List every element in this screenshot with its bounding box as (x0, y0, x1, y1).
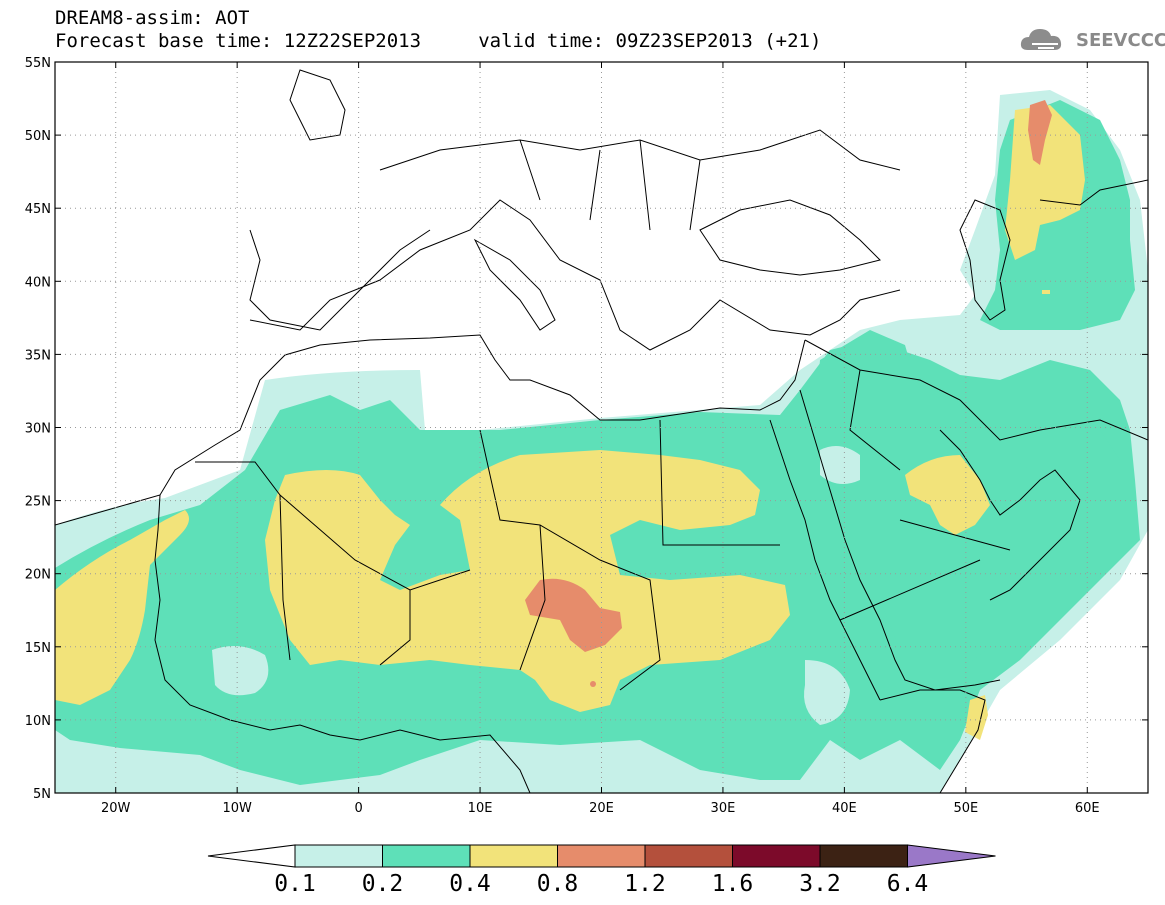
border-lines-africa (195, 419, 1011, 691)
colorbar-high-arrow (907, 844, 996, 868)
lat-label: 5N (33, 787, 51, 802)
axis-ticks (55, 61, 1148, 794)
coastline-atlantic-africa (154, 494, 531, 793)
graticule (55, 62, 1148, 793)
lon-label: 0 (354, 801, 362, 816)
lon-label: 10E (468, 801, 493, 816)
colorbar-swatch (294, 844, 383, 868)
colorbar-swatch (382, 844, 471, 868)
aot-band-0-1-patches (212, 446, 860, 725)
lon-label: 40E (832, 801, 857, 816)
colorbar-labels: 0.1 0.2 0.4 0.8 1.2 1.6 3.2 6.4 (274, 871, 928, 897)
lat-label: 45N (25, 202, 51, 217)
colorbar-label: 0.8 (537, 871, 579, 897)
colorbar (207, 844, 996, 868)
colorbar-low-arrow (207, 844, 296, 868)
coastline-italy (473, 238, 556, 331)
seevccc-logo: SEEVCCC (1018, 24, 1165, 56)
colorbar-swatch (819, 844, 908, 868)
forecast-time-line: Forecast base time: 12Z22SEP2013 valid t… (55, 30, 822, 52)
colorbar-label: 0.2 (362, 871, 404, 897)
coastline-horn-africa (879, 689, 986, 793)
colorbar-swatch (644, 844, 733, 868)
lat-label: 25N (25, 495, 51, 510)
colorbar-swatch (469, 844, 558, 868)
lat-label: 50N (25, 129, 51, 144)
coastline-black-sea (699, 199, 881, 276)
coastline-red-sea (769, 419, 881, 701)
colorbar-label: 3.2 (799, 871, 841, 897)
border-lines-europe (379, 129, 901, 231)
lat-label: 35N (25, 348, 51, 363)
lat-label: 10N (25, 714, 51, 729)
coastline-persian-gulf (939, 429, 1081, 601)
lon-label: 60E (1075, 801, 1100, 816)
lon-label: 20E (589, 801, 614, 816)
coastline-caspian (959, 199, 1011, 321)
colorbar-label: 1.2 (624, 871, 666, 897)
lon-label: 30E (711, 801, 736, 816)
coastline-west-africa (55, 334, 806, 526)
lat-label: 20N (25, 568, 51, 583)
lat-label: 55N (25, 56, 51, 71)
colorbar-label: 0.4 (449, 871, 491, 897)
coastline-mediterranean-north (249, 199, 901, 351)
map-boundaries (55, 69, 1148, 793)
lat-label: 15N (25, 641, 51, 656)
aot-shading (55, 90, 1148, 793)
colorbar-label: 1.6 (712, 871, 754, 897)
coastline-britain (289, 69, 346, 141)
border-lines-middle-east (804, 179, 1148, 471)
lat-label: 40N (25, 275, 51, 290)
lat-label: 30N (25, 422, 51, 437)
lon-label: 50E (953, 801, 978, 816)
coastline-iberia (249, 229, 431, 331)
colorbar-swatch (557, 844, 646, 868)
map-title: DREAM8-assim: AOT (55, 7, 250, 29)
colorbar-label: 0.1 (274, 871, 316, 897)
lon-labels: 20W 10W 0 10E 20E 30E 40E 50E 60E (101, 801, 1100, 816)
lon-label: 10W (222, 801, 252, 816)
lat-labels: 5N 10N 15N 20N 25N 30N 35N 40N 45N 50N 55N (25, 56, 51, 802)
colorbar-label: 6.4 (887, 871, 929, 897)
coastline-red-sea-east (799, 389, 1001, 691)
colorbar-swatch (732, 844, 821, 868)
logo-text: SEEVCCC (1076, 30, 1165, 51)
aot-band-0-8 (525, 100, 1052, 687)
cloud-icon (1020, 29, 1062, 50)
lon-label: 20W (101, 801, 131, 816)
